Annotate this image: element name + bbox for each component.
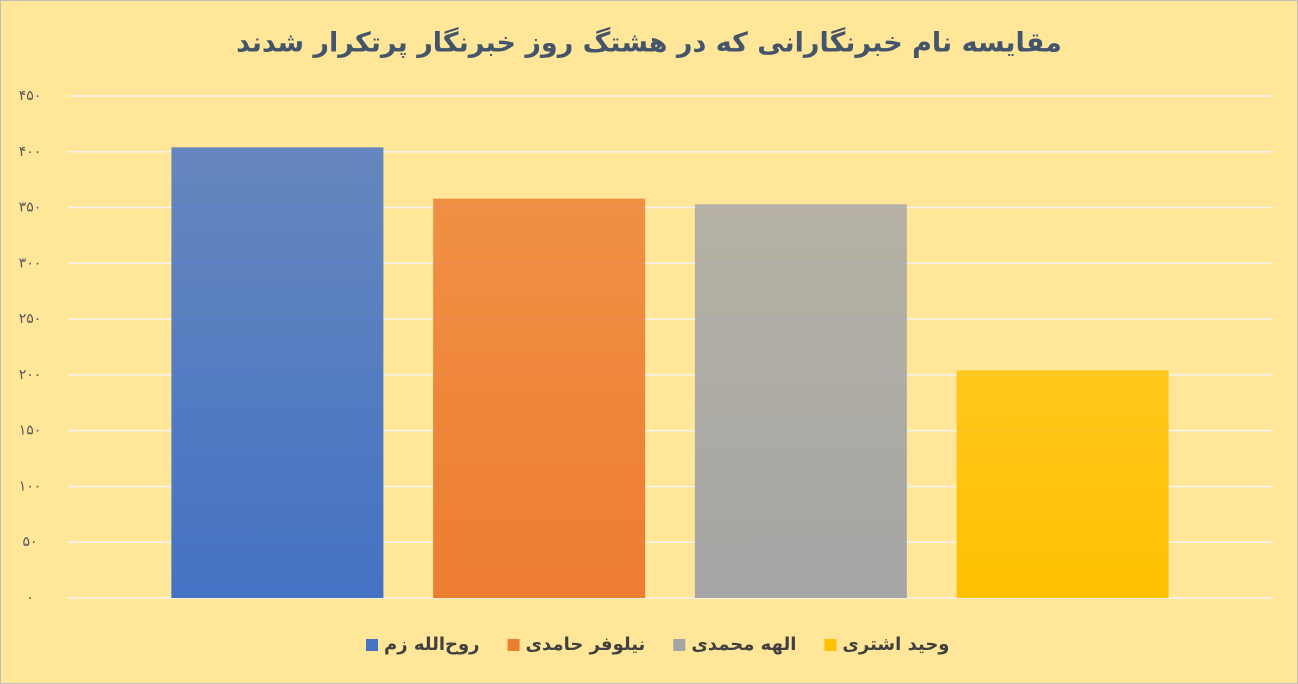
y-tick-label: ۴۵۰: [19, 88, 42, 104]
bar: [956, 370, 1169, 598]
legend-swatch: [366, 639, 378, 651]
y-tick-label: ۴۰۰: [19, 144, 42, 160]
y-tick-label: ۳۰۰: [19, 255, 42, 271]
y-tick-label: ۱۵۰: [19, 423, 42, 439]
y-tick-label: ۵۰: [22, 534, 37, 550]
legend-label: الهه محمدی: [691, 634, 796, 655]
legend-swatch: [824, 639, 837, 651]
legend-label: نیلوفر حامدی: [526, 634, 646, 655]
bar: [433, 198, 646, 598]
y-tick-label: ۲۵۰: [19, 311, 42, 327]
legend-swatch: [507, 639, 520, 651]
y-tick-label: ۱۰۰: [19, 478, 42, 494]
legend-label: وحید اشتری: [842, 634, 949, 655]
bar: [694, 204, 907, 598]
y-tick-label: ۳۵۰: [19, 200, 42, 216]
y-tick-label: ۲۰۰: [19, 367, 42, 383]
chart-title: مقایسه نام خبرنگارانی که در هشتگ روز خبر…: [236, 27, 1062, 59]
bar: [171, 147, 384, 598]
legend-swatch: [673, 639, 686, 651]
legend-label: روح‌الله زم: [384, 634, 480, 655]
y-tick-label: ۰: [26, 590, 34, 606]
